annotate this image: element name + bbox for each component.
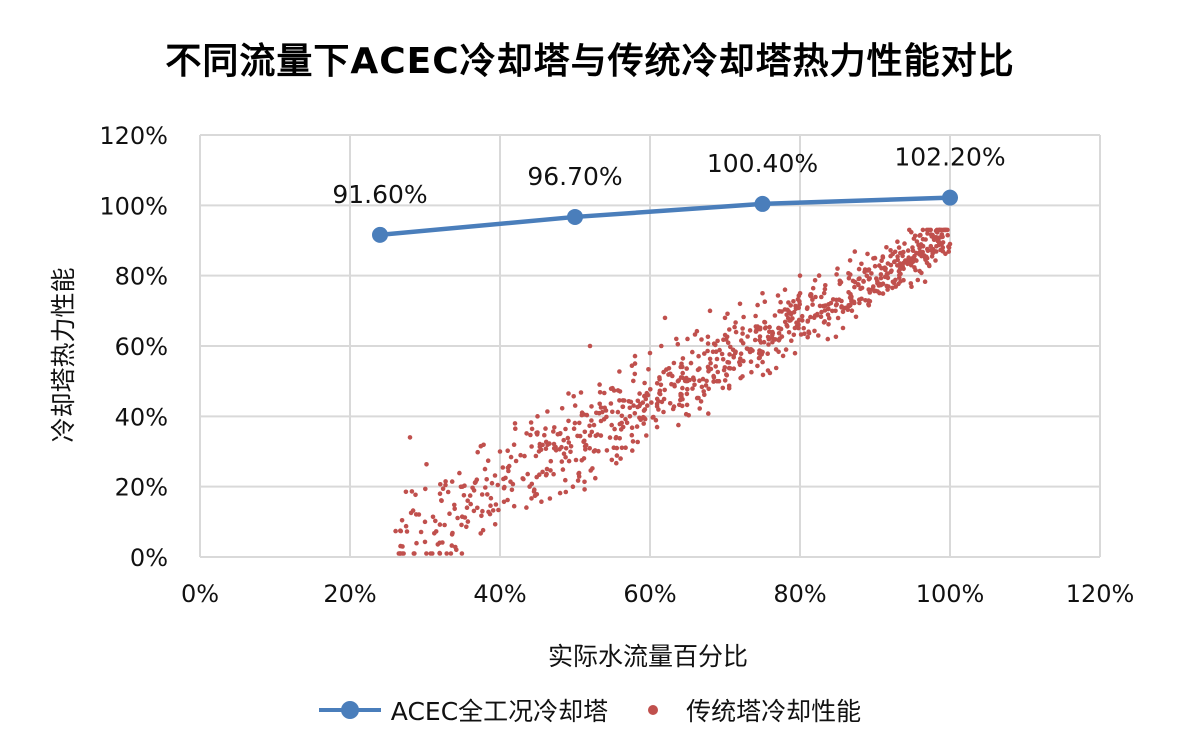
x-axis-ticks: 0% 20% 40% 60% 80% 100% 120%: [181, 580, 1134, 608]
x-tick-label: 80%: [773, 580, 826, 608]
legend-label-traditional: 传统塔冷却性能: [686, 697, 862, 726]
legend-item-acec: ACEC全工况冷却塔: [318, 692, 609, 728]
y-tick-label: 100%: [99, 192, 168, 220]
x-tick-label: 60%: [623, 580, 676, 608]
x-tick-label: 120%: [1066, 580, 1135, 608]
x-tick-label: 40%: [473, 580, 526, 608]
scatter-series-traditional: [393, 227, 953, 556]
y-tick-label: 80%: [115, 263, 168, 291]
y-tick-label: 20%: [115, 474, 168, 502]
data-label: 100.40%: [707, 149, 818, 178]
legend: ACEC全工况冷却塔 传统塔冷却性能: [0, 692, 1180, 728]
legend-label-acec: ACEC全工况冷却塔: [390, 697, 609, 726]
chart-title: 不同流量下ACEC冷却塔与传统冷却塔热力性能对比: [165, 41, 1015, 82]
y-axis-ticks: 0% 20% 40% 60% 80% 100% 120%: [99, 122, 168, 572]
line-data-point: [372, 226, 388, 243]
line-series-acec: 91.60% 96.70% 100.40% 102.20%: [332, 143, 1006, 243]
data-label: 102.20%: [894, 143, 1005, 172]
line-data-point: [567, 208, 583, 225]
x-tick-label: 100%: [916, 580, 985, 608]
line-data-point: [942, 189, 958, 206]
x-tick-label: 20%: [323, 580, 376, 608]
x-tick-label: 0%: [181, 580, 219, 608]
data-label: 91.60%: [332, 180, 427, 209]
y-tick-label: 120%: [99, 122, 168, 150]
grid-lines: [199, 134, 1101, 558]
y-tick-label: 60%: [115, 333, 168, 361]
dot-marker-icon: [648, 705, 659, 715]
y-axis-label: 冷却塔热力性能: [49, 267, 78, 442]
y-tick-label: 0%: [130, 544, 168, 572]
line-marker-icon: [318, 700, 381, 720]
y-tick-label: 40%: [115, 403, 168, 431]
line-data-point: [754, 195, 771, 212]
legend-item-traditional: 传统塔冷却性能: [648, 692, 861, 728]
chart-area: 0% 20% 40% 60% 80% 100% 120% 0% 20% 40% 60% 80% 100…: [49, 122, 1134, 671]
data-label: 96.70%: [527, 162, 622, 191]
x-axis-label: 实际水流量百分比: [548, 642, 748, 671]
